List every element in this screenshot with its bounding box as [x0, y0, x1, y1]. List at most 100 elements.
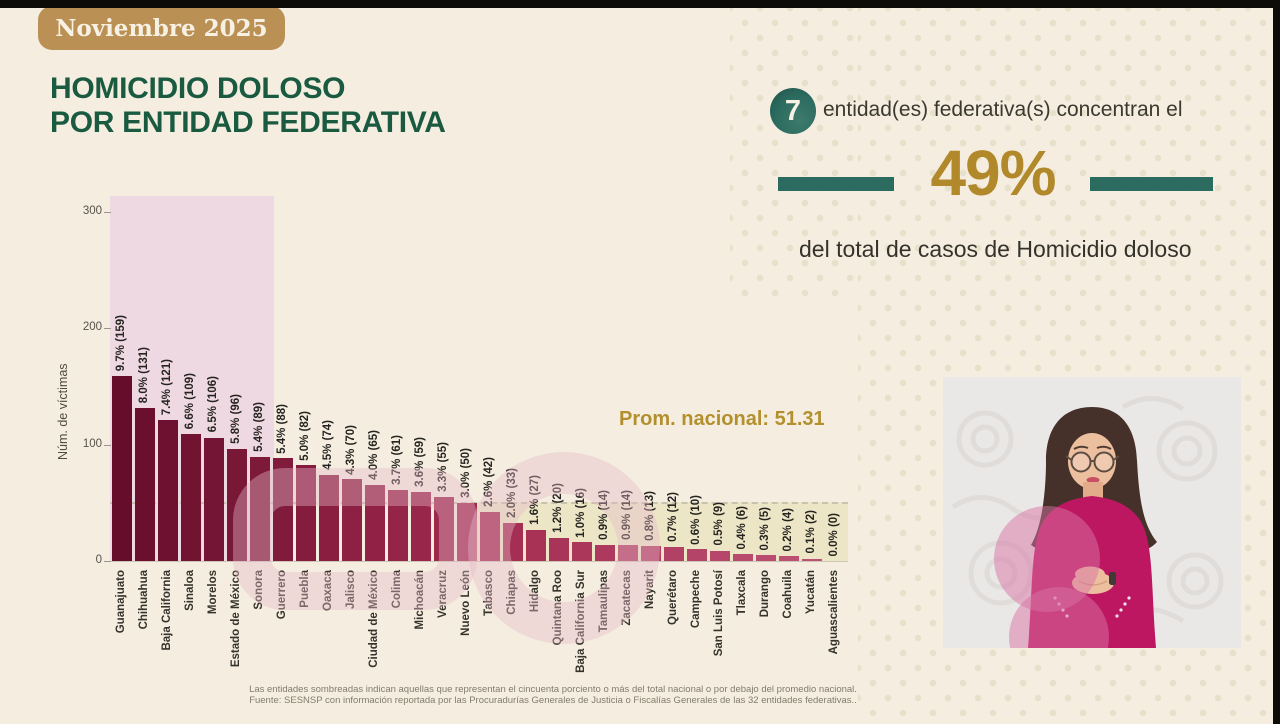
bar-category-label: Nayarit — [643, 570, 656, 609]
bar-category-label: Quintana Roo — [551, 570, 564, 646]
bar-value-label: 0.3% (5) — [758, 506, 771, 551]
bar-category-label: Chiapas — [505, 570, 518, 615]
bar-value-label: 3.6% (59) — [413, 437, 426, 488]
bar-value-label: 5.4% (89) — [252, 402, 265, 453]
page-title: HOMICIDIO DOLOSO POR ENTIDAD FEDERATIVA — [50, 72, 446, 140]
bar-value-label: 0.9% (14) — [620, 489, 633, 540]
y-tick-mark — [104, 444, 111, 446]
bar — [135, 408, 155, 561]
bar-category-label: Yucatán — [804, 570, 817, 615]
bar-category-label: Sonora — [252, 570, 265, 610]
bar — [388, 489, 408, 561]
bar-value-label: 5.8% (96) — [229, 394, 242, 445]
right-black-edge — [1273, 0, 1280, 724]
y-tick-label: 300 — [82, 204, 102, 217]
bar-value-label: 0.0% (0) — [827, 512, 840, 556]
bar-category-label: Tamaulipas — [597, 570, 610, 633]
pink-overlay-shape — [994, 506, 1100, 612]
y-tick-mark — [104, 561, 111, 562]
bar-value-label: 3.7% (61) — [390, 435, 403, 485]
bar-category-label: Hidalgo — [528, 570, 541, 613]
bar-value-label: 3.0% (50) — [459, 447, 472, 498]
bar-category-label: Veracruz — [436, 570, 449, 618]
y-tick-mark — [104, 328, 111, 329]
page-title-line1: HOMICIDIO DOLOSO — [50, 72, 346, 105]
bar-value-label: 5.0% (82) — [298, 410, 311, 461]
bar — [112, 375, 132, 561]
bar — [526, 529, 546, 561]
bar-category-label: Campeche — [689, 570, 702, 629]
bar — [503, 522, 523, 561]
bar — [411, 492, 431, 561]
bar — [273, 458, 293, 561]
bar — [227, 449, 247, 561]
y-tick-label: 200 — [82, 321, 102, 333]
bar — [756, 555, 776, 561]
dot-pattern-background-extension — [730, 8, 858, 298]
bar-value-label: 4.0% (65) — [367, 430, 380, 481]
bar-value-label: 0.7% (12) — [666, 492, 679, 543]
entity-count-value: 7 — [784, 94, 802, 127]
bar-value-label: 2.6% (42) — [482, 457, 495, 508]
bar-value-label: 0.5% (9) — [712, 502, 725, 546]
bar-category-label: Chihuahua — [137, 570, 150, 630]
bar — [365, 485, 385, 561]
date-badge-label: Noviembre 2025 — [55, 14, 268, 42]
stat-percent-value: 49% — [930, 137, 1056, 209]
wristwatch — [1109, 572, 1116, 585]
bar-value-label: 1.2% (20) — [551, 482, 564, 533]
bar — [296, 465, 316, 561]
bar — [457, 502, 477, 561]
date-badge: Noviembre 2025 — [38, 6, 285, 50]
bar-value-label: 0.1% (2) — [804, 510, 817, 554]
y-tick-label: 100 — [82, 437, 102, 450]
bar — [549, 537, 569, 561]
bar-value-label: 0.2% (4) — [781, 507, 794, 552]
page-title-line2: POR ENTIDAD FEDERATIVA — [50, 106, 446, 139]
sign-language-interpreter-inset — [943, 377, 1241, 687]
bar-category-label: Zacatecas — [620, 570, 633, 626]
bar — [434, 496, 454, 561]
bar — [250, 457, 270, 561]
footer-source: Fuente: SESNSP con información reportada… — [249, 695, 857, 706]
stat-line-text: entidad(es) federativa(s) concentran el — [823, 98, 1183, 121]
y-tick-label: 0 — [95, 554, 102, 566]
bar-value-label: 1.6% (27) — [528, 474, 541, 525]
bar-category-label: Jalisco — [344, 570, 357, 609]
bar-category-label: Colima — [390, 570, 403, 609]
bar — [204, 437, 224, 561]
bar-value-label: 0.6% (10) — [689, 494, 702, 545]
bar-value-label: 4.5% (74) — [321, 419, 334, 470]
stat-subtitle-text: del total de casos de Homicidio doloso — [799, 236, 1192, 262]
bar-category-label: Guanajuato — [114, 570, 127, 634]
bar-category-label: Sinaloa — [183, 570, 196, 611]
x-axis-baseline — [110, 561, 848, 562]
bar — [618, 544, 638, 561]
bar — [710, 550, 730, 561]
bar-category-label: San Luis Potosí — [712, 570, 725, 657]
y-tick-mark — [104, 211, 111, 213]
bar — [319, 474, 339, 561]
bar — [595, 544, 615, 561]
bar-category-label: Tlaxcala — [735, 570, 748, 616]
bar-category-label: Aguascalientes — [827, 570, 840, 655]
bar — [779, 556, 799, 561]
bar — [181, 434, 201, 561]
bar — [802, 558, 822, 561]
bar-value-label: 3.3% (55) — [436, 442, 449, 492]
bar-value-label: 2.0% (33) — [505, 467, 518, 518]
entity-count-badge: 7 — [770, 88, 816, 134]
bar-value-label: 7.4% (121) — [160, 358, 173, 416]
glasses — [1065, 451, 1120, 473]
bar-value-label: 1.0% (16) — [574, 487, 587, 538]
bar — [480, 512, 500, 561]
top-black-edge — [0, 0, 1280, 8]
bar — [733, 554, 753, 561]
bar-value-label: 0.9% (14) — [597, 489, 610, 540]
bar-category-label: Baja California Sur — [574, 570, 587, 673]
bar-value-label: 8.0% (131) — [137, 347, 150, 404]
bar-value-label: 6.5% (106) — [206, 376, 219, 433]
bar — [664, 547, 684, 561]
